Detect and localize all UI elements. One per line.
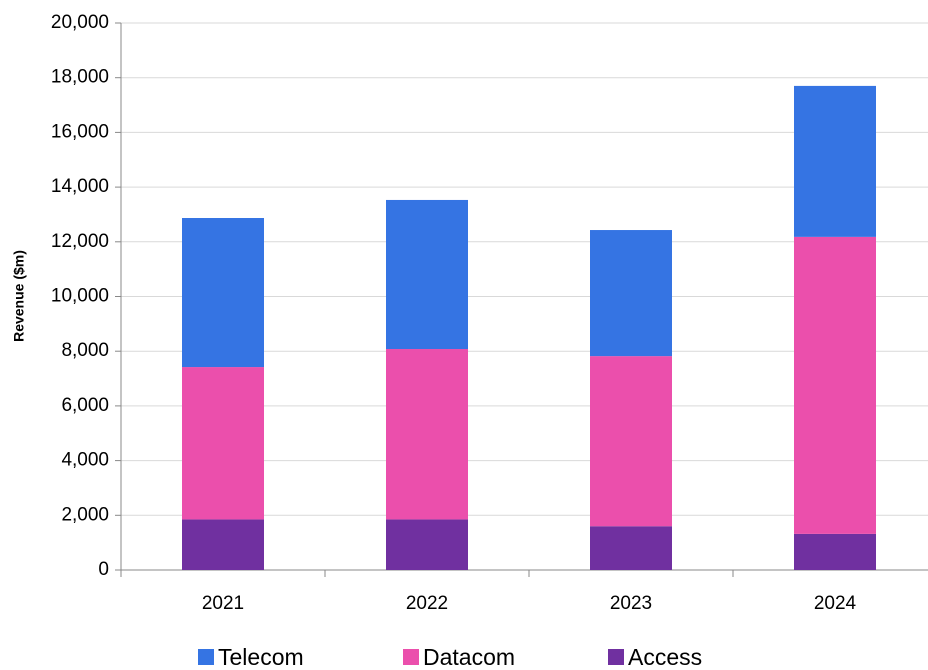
x-tick-label: 2023 <box>610 593 652 614</box>
y-tick-label: 16,000 <box>51 121 109 142</box>
bar-segment <box>590 230 672 357</box>
y-tick-label: 4,000 <box>61 450 109 471</box>
bar-segment <box>794 533 876 570</box>
bar-segment <box>182 218 264 368</box>
x-tick-label: 2021 <box>202 593 244 614</box>
y-tick-label: 8,000 <box>61 340 109 361</box>
bar-segment <box>182 367 264 520</box>
legend-label: Telecom <box>218 644 304 670</box>
legend-label: Datacom <box>423 644 515 670</box>
legend-swatch <box>198 649 214 665</box>
y-tick-label: 14,000 <box>51 176 109 197</box>
y-tick-label: 2,000 <box>61 504 109 525</box>
bar-segment <box>182 519 264 570</box>
x-tick-label: 2022 <box>406 593 448 614</box>
bar-segment <box>386 349 468 520</box>
y-axis-label: Revenue ($m) <box>11 250 27 342</box>
bar-segment <box>794 236 876 534</box>
y-tick-label: 0 <box>98 559 109 580</box>
y-tick-label: 10,000 <box>51 286 109 307</box>
bar-segment <box>590 356 672 527</box>
bar-segment <box>386 519 468 570</box>
bar-segment <box>386 199 468 350</box>
bar-segment <box>590 526 672 570</box>
y-tick-label: 12,000 <box>51 231 109 252</box>
bar-segment <box>794 85 876 237</box>
legend-label: Access <box>628 644 702 670</box>
y-tick-label: 20,000 <box>51 12 109 33</box>
legend-swatch <box>403 649 419 665</box>
x-tick-label: 2024 <box>814 593 857 614</box>
legend-swatch <box>608 649 624 665</box>
y-tick-label: 18,000 <box>51 67 109 88</box>
y-tick-label: 6,000 <box>61 395 109 416</box>
